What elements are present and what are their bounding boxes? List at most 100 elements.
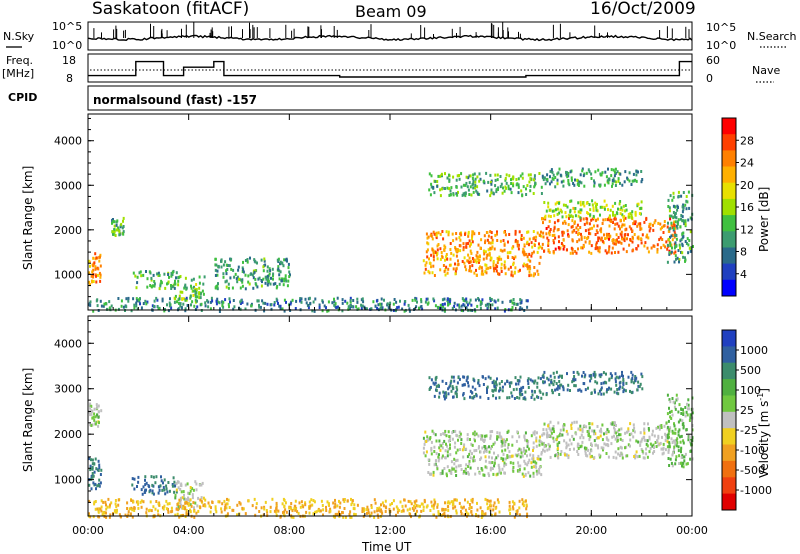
heatmap-cell xyxy=(661,238,664,241)
heatmap-cell xyxy=(241,506,244,510)
heatmap-cell xyxy=(480,516,483,519)
heatmap-cell xyxy=(645,235,648,239)
heatmap-cell xyxy=(556,447,559,450)
heatmap-cell xyxy=(682,235,685,239)
heatmap-cell xyxy=(295,507,298,510)
heatmap-cell xyxy=(584,229,587,233)
heatmap-cell xyxy=(595,436,598,440)
colorbar-swatch xyxy=(722,150,736,168)
heatmap-cell xyxy=(497,257,500,261)
heatmap-cell xyxy=(277,265,280,269)
heatmap-cell xyxy=(349,300,352,304)
heatmap-cell xyxy=(99,299,102,303)
heatmap-cell xyxy=(171,285,174,289)
heatmap-cell xyxy=(567,179,570,182)
heatmap-cell xyxy=(600,388,603,392)
heatmap-cell xyxy=(423,271,426,275)
heatmap-cell xyxy=(621,213,624,217)
heatmap-cell xyxy=(528,270,531,274)
heatmap-cell xyxy=(501,449,504,453)
heatmap-cell xyxy=(426,241,429,245)
heatmap-cell xyxy=(467,465,470,468)
heatmap-cell xyxy=(492,472,495,476)
heatmap-cell xyxy=(479,395,482,399)
heatmap-cell xyxy=(152,484,155,488)
heatmap-cell xyxy=(350,515,353,519)
heatmap-cell xyxy=(439,433,442,437)
heatmap-cell xyxy=(640,170,643,173)
heatmap-cell xyxy=(98,463,101,467)
heatmap-cell xyxy=(99,273,102,277)
heatmap-cell xyxy=(102,304,105,308)
heatmap-cell xyxy=(173,300,176,304)
heatmap-cell xyxy=(543,441,545,445)
heatmap-cell xyxy=(311,309,314,313)
heatmap-cell xyxy=(415,509,418,513)
heatmap-cell xyxy=(593,184,596,188)
heatmap-cell xyxy=(689,416,692,420)
heatmap-cell xyxy=(539,255,542,259)
heatmap-cell xyxy=(470,442,473,446)
heatmap-cell xyxy=(97,469,100,472)
heatmap-cell xyxy=(481,434,484,438)
heatmap-cell xyxy=(487,375,490,379)
heatmap-cell xyxy=(310,498,313,502)
heatmap-cell xyxy=(284,274,287,278)
heatmap-cell xyxy=(450,251,453,255)
heatmap-cell xyxy=(449,453,452,457)
heatmap-cell xyxy=(674,443,677,447)
heatmap-cell xyxy=(373,510,376,514)
heatmap-cell xyxy=(163,478,166,482)
heatmap-cell xyxy=(542,448,544,452)
heatmap-cell xyxy=(632,248,635,252)
heatmap-cell xyxy=(92,264,95,268)
heatmap-cell xyxy=(225,506,228,510)
heatmap-cell xyxy=(555,437,558,441)
heatmap-cell xyxy=(501,467,504,471)
heatmap-cell xyxy=(472,179,475,183)
heatmap-cell xyxy=(586,430,589,433)
heatmap-cell xyxy=(467,259,470,263)
heatmap-cell xyxy=(680,434,683,438)
heatmap-cell xyxy=(456,448,459,452)
heatmap-cell xyxy=(487,180,490,184)
heatmap-cell xyxy=(424,454,427,458)
heatmap-cell xyxy=(486,238,489,242)
heatmap-cell xyxy=(678,428,681,432)
heatmap-cell xyxy=(308,296,311,300)
heatmap-cell xyxy=(594,201,597,205)
heatmap-cell xyxy=(611,184,613,188)
heatmap-cell xyxy=(448,263,451,267)
heatmap-cell xyxy=(639,227,642,231)
heatmap-cell xyxy=(605,381,608,385)
heatmap-cell xyxy=(224,280,227,284)
heatmap-cell xyxy=(546,433,548,437)
colorbar-swatch xyxy=(722,166,736,184)
heatmap-cell xyxy=(677,445,680,449)
heatmap-cell xyxy=(300,297,303,301)
heatmap-cell xyxy=(455,267,458,271)
heatmap-cell xyxy=(674,211,677,215)
heatmap-cell xyxy=(635,247,638,251)
heatmap-cell xyxy=(527,265,530,269)
heatmap-cell xyxy=(406,508,409,512)
heatmap-cell xyxy=(668,441,671,445)
heatmap-cell xyxy=(573,420,576,424)
heatmap-cell xyxy=(681,232,684,236)
heatmap-cell xyxy=(577,247,579,251)
heatmap-cell xyxy=(488,455,491,459)
heatmap-cell xyxy=(616,429,619,433)
heatmap-cell xyxy=(514,255,517,259)
heatmap-cell xyxy=(468,460,471,463)
heatmap-cell xyxy=(438,439,441,443)
heatmap-cell xyxy=(194,295,197,298)
heatmap-cell xyxy=(607,177,610,181)
heatmap-cell xyxy=(521,502,524,506)
heatmap-cell xyxy=(673,260,676,264)
heatmap-cell xyxy=(526,454,528,458)
heatmap-cell xyxy=(567,172,570,175)
heatmap-cell xyxy=(384,505,387,509)
heatmap-cell xyxy=(196,504,199,508)
heatmap-cell xyxy=(153,280,156,283)
heatmap-cell xyxy=(628,179,631,183)
